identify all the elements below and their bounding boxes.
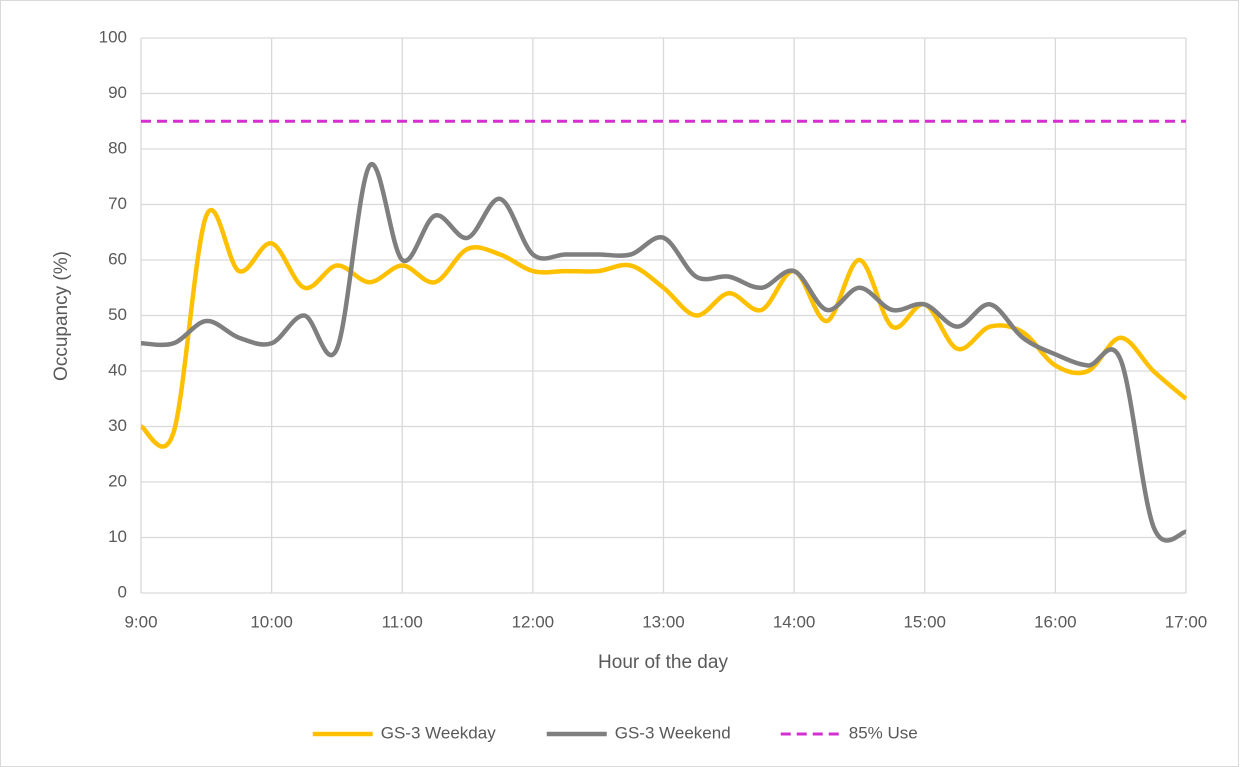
y-tick-label: 90 [108,83,127,102]
x-tick-label: 16:00 [1034,612,1077,631]
x-axis-title: Hour of the day [598,652,728,673]
y-tick-label: 10 [108,527,127,546]
x-tick-label: 11:00 [382,612,423,631]
x-tick-label: 17:00 [1165,612,1208,631]
x-tick-label: 15:00 [903,612,946,631]
x-tick-label: 12:00 [512,612,555,631]
y-tick-label: 50 [108,305,127,324]
line-series [140,161,1187,543]
y-tick-label: 20 [108,471,127,490]
y-tick-label: 80 [108,138,127,157]
y-tick-label: 40 [108,360,127,379]
legend-label: GS-3 Weekday [381,723,496,742]
y-tick-label: 100 [99,27,127,46]
y-tick-label: 0 [118,582,127,601]
x-tick-label: 13:00 [642,612,685,631]
y-tick-label: 60 [108,249,127,268]
x-tick-label: 9:00 [124,612,157,631]
x-tick-label: 14:00 [773,612,816,631]
y-tick-label: 70 [108,194,127,213]
y-tick-label: 30 [108,416,127,435]
y-axis-title: Occupancy (%) [51,251,72,381]
line-series [139,208,1188,449]
legend-label: 85% Use [849,723,918,742]
x-tick-label: 10:00 [250,612,293,631]
legend-label: GS-3 Weekend [615,723,731,742]
